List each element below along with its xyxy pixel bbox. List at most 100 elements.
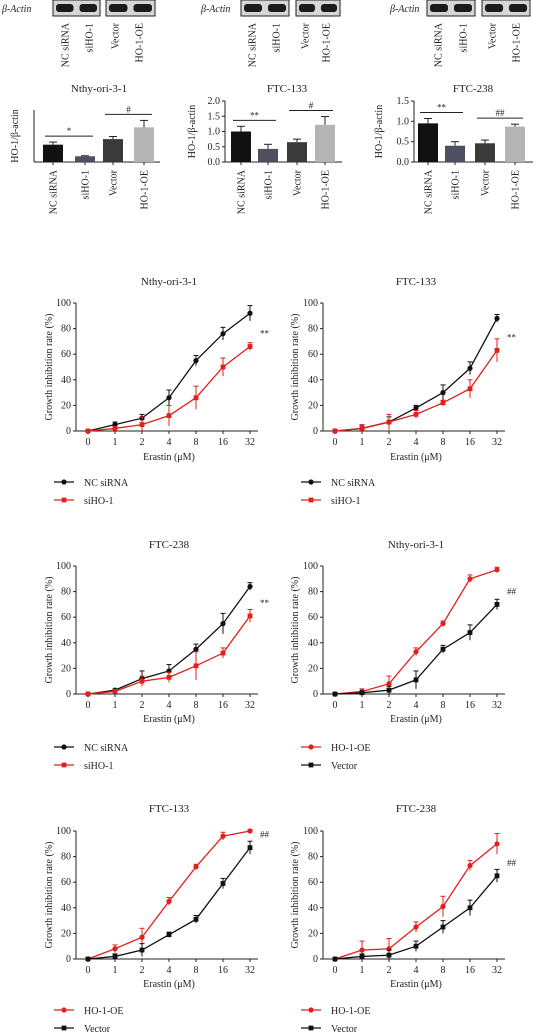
y-tick-label: 20 <box>308 663 318 674</box>
data-point <box>413 943 419 949</box>
data-point <box>247 310 253 316</box>
bar <box>43 144 63 162</box>
x-axis-label: Erastin (μM) <box>390 979 442 990</box>
data-point <box>139 947 145 953</box>
x-axis-label: Erastin (μM) <box>143 714 195 725</box>
line-chart-5: FTC-133 0 20 40 60 80 100 0 1 2 4 8 16 32 Growth inhib… <box>44 803 270 1033</box>
x-tick-label: 32 <box>492 700 502 711</box>
legend-label: siHO-1 <box>84 496 113 507</box>
blot-lane-label: HO-1-OE <box>322 23 333 62</box>
y-tick-label: 40 <box>61 375 71 386</box>
data-point <box>85 428 91 434</box>
line-chart-4: Nthy-ori-3-1 0 20 40 60 80 100 0 1 2 4 8 16 32 Growth … <box>290 539 517 772</box>
y-axis-label: Growth inhibition rate (%) <box>290 314 301 421</box>
data-point <box>85 956 91 962</box>
data-point <box>193 663 199 669</box>
bar <box>475 143 495 162</box>
line-chart-3: FTC-238 0 20 40 60 80 100 0 1 2 4 8 16 32 Growth inhib… <box>44 539 270 772</box>
x-tick-label: 4 <box>167 700 172 711</box>
data-point <box>166 395 172 401</box>
y-axis-label: Growth inhibition rate (%) <box>290 577 301 684</box>
data-point <box>332 428 338 434</box>
x-tick-label: 0 <box>86 965 91 976</box>
bar <box>258 148 278 162</box>
y-tick-label: 1.0 <box>208 127 221 138</box>
significance-label: ## <box>260 830 270 840</box>
legend-label: NC siRNA <box>84 743 129 754</box>
data-point <box>359 426 365 431</box>
data-point <box>220 650 226 656</box>
bar-chart-2: FTC-133 0.0 0.5 1.0 1.5 2.0 HO-1/β-actin NC siR… <box>187 83 342 214</box>
data-point <box>247 583 253 590</box>
data-point <box>166 674 172 680</box>
actin-band <box>268 4 286 12</box>
y-tick-label: 0 <box>313 954 318 965</box>
y-axis-label: Growth inhibition rate (%) <box>44 842 55 949</box>
data-point <box>139 678 145 684</box>
significance-label: # <box>309 101 314 111</box>
data-point <box>413 649 419 655</box>
x-tick-label: 2 <box>140 700 145 711</box>
x-tick-label: NC siRNA <box>424 169 435 214</box>
data-point <box>247 344 253 349</box>
x-tick-label: 1 <box>113 965 118 976</box>
blot-lane-label: Vector <box>488 22 499 49</box>
x-tick-label: siHO-1 <box>451 170 462 199</box>
data-point <box>112 954 118 959</box>
x-tick-label: Vector <box>293 169 304 196</box>
line-chart-6: FTC-238 0 20 40 60 80 100 0 1 2 4 8 16 32 Growth inhib… <box>290 803 517 1033</box>
data-point <box>413 411 419 417</box>
bar <box>75 156 95 162</box>
x-tick-label: 16 <box>218 437 228 448</box>
y-tick-label: 100 <box>303 826 318 837</box>
x-tick-label: 2 <box>140 965 145 976</box>
western-blot-3: β-Actin NC siRNA siHO-1 Vector HO-1-OE <box>389 0 531 67</box>
actin-band <box>299 4 315 12</box>
bar <box>315 124 335 162</box>
data-point <box>386 681 392 687</box>
x-tick-label: 32 <box>245 437 255 448</box>
data-point <box>247 613 253 619</box>
y-tick-label: 60 <box>308 877 318 888</box>
legend-label: NC siRNA <box>84 478 129 489</box>
significance-label: # <box>126 104 131 114</box>
data-point <box>247 828 253 834</box>
data-point <box>467 630 473 635</box>
x-tick-label: 16 <box>465 965 475 976</box>
x-tick-label: Vector <box>481 169 492 196</box>
x-tick-label: Vector <box>109 169 120 196</box>
x-tick-label: 1 <box>360 437 365 448</box>
data-point <box>440 390 446 396</box>
data-point <box>112 426 118 431</box>
data-point <box>440 400 446 406</box>
data-point <box>467 905 473 911</box>
chart-title: FTC-238 <box>149 539 190 551</box>
actin-band <box>56 4 74 12</box>
data-point <box>440 621 446 627</box>
x-tick-label: 8 <box>194 437 199 448</box>
y-tick-label: 100 <box>56 561 71 572</box>
blot-lane-label: siHO-1 <box>85 23 96 52</box>
x-tick-label: 8 <box>441 700 446 711</box>
y-tick-label: 0 <box>313 426 318 437</box>
legend-label: NC siRNA <box>331 478 376 489</box>
x-tick-label: 0 <box>333 437 338 448</box>
legend-marker <box>61 497 67 503</box>
data-point <box>440 903 446 910</box>
significance-label: ** <box>260 598 270 608</box>
blot-lane-label: NC siRNA <box>434 22 445 67</box>
y-tick-label: 20 <box>61 663 71 674</box>
legend-label: Vector <box>84 1024 111 1033</box>
x-tick-label: HO-1-OE <box>321 170 332 209</box>
legend-label: siHO-1 <box>331 496 360 507</box>
y-tick-label: 40 <box>61 903 71 914</box>
x-tick-label: 0 <box>333 965 338 976</box>
data-point <box>359 690 365 696</box>
x-tick-label: 8 <box>441 965 446 976</box>
western-blot-1: β-Actin NC siRNA siHO-1 Vector HO-1-OE <box>1 0 156 67</box>
legend-marker <box>308 1025 314 1031</box>
x-tick-label: 0 <box>86 700 91 711</box>
bar <box>103 139 123 162</box>
legend-marker <box>308 762 314 768</box>
